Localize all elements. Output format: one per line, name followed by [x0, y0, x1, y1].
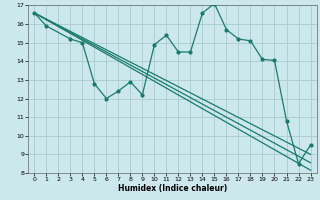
- X-axis label: Humidex (Indice chaleur): Humidex (Indice chaleur): [118, 184, 227, 193]
